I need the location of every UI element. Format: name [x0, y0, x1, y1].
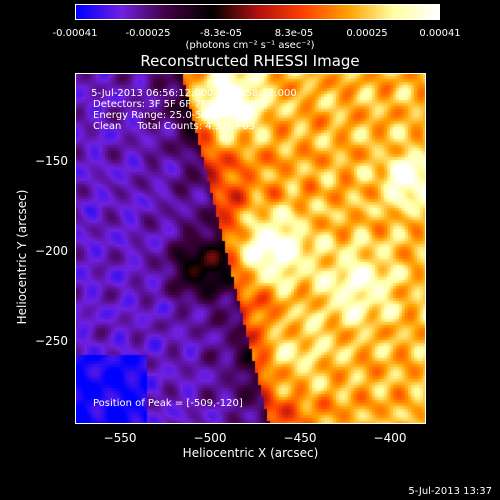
- chart-title: Reconstructed RHESSI Image: [140, 52, 360, 70]
- colorbar-tick: 0.00041: [419, 28, 461, 39]
- annotation-detectors: Detectors: 3F 5F 6F 7F 8F 9F, Att 0: [93, 99, 268, 110]
- annotation-energy: Energy Range: 25.0-50.0 keV: [93, 110, 240, 121]
- y-tick-label: −200: [35, 244, 68, 258]
- x-tick-label: −400: [373, 431, 407, 445]
- y-tick-label: −250: [35, 334, 68, 348]
- x-axis-label: Heliocentric X (arcsec): [182, 446, 319, 460]
- y-tick-label: −150: [35, 154, 68, 168]
- annotation-peak: Position of Peak = [-509,-120]: [93, 398, 243, 409]
- x-tick-label: −500: [193, 431, 227, 445]
- colorbar-tick: -8.3e-05: [200, 28, 242, 39]
- colorbar-tick: 8.3e-05: [274, 28, 314, 39]
- colorbar-tick: -0.00041: [52, 28, 98, 39]
- plot-frame: 5-Jul-2013 06:56:12.000 to 06:58:12.000 …: [75, 73, 426, 424]
- annotation-time-range: 5-Jul-2013 06:56:12.000 to 06:58:12.000: [88, 88, 297, 99]
- colorbar-units: (photons cm⁻² s⁻¹ asec⁻²): [185, 40, 315, 51]
- colorbar: [75, 4, 440, 20]
- colorbar-tick: 0.00025: [346, 28, 388, 39]
- annotation-clean: Clean Total Counts: 4.32E+03: [93, 121, 255, 132]
- x-tick-label: −550: [103, 431, 137, 445]
- x-tick-label: −450: [283, 431, 317, 445]
- heatmap-image: [75, 73, 426, 424]
- y-axis-label: Heliocentric Y (arcsec): [15, 189, 29, 325]
- colorbar-tick: -0.00025: [125, 28, 171, 39]
- footer-timestamp: 5-Jul-2013 13:37: [408, 486, 492, 497]
